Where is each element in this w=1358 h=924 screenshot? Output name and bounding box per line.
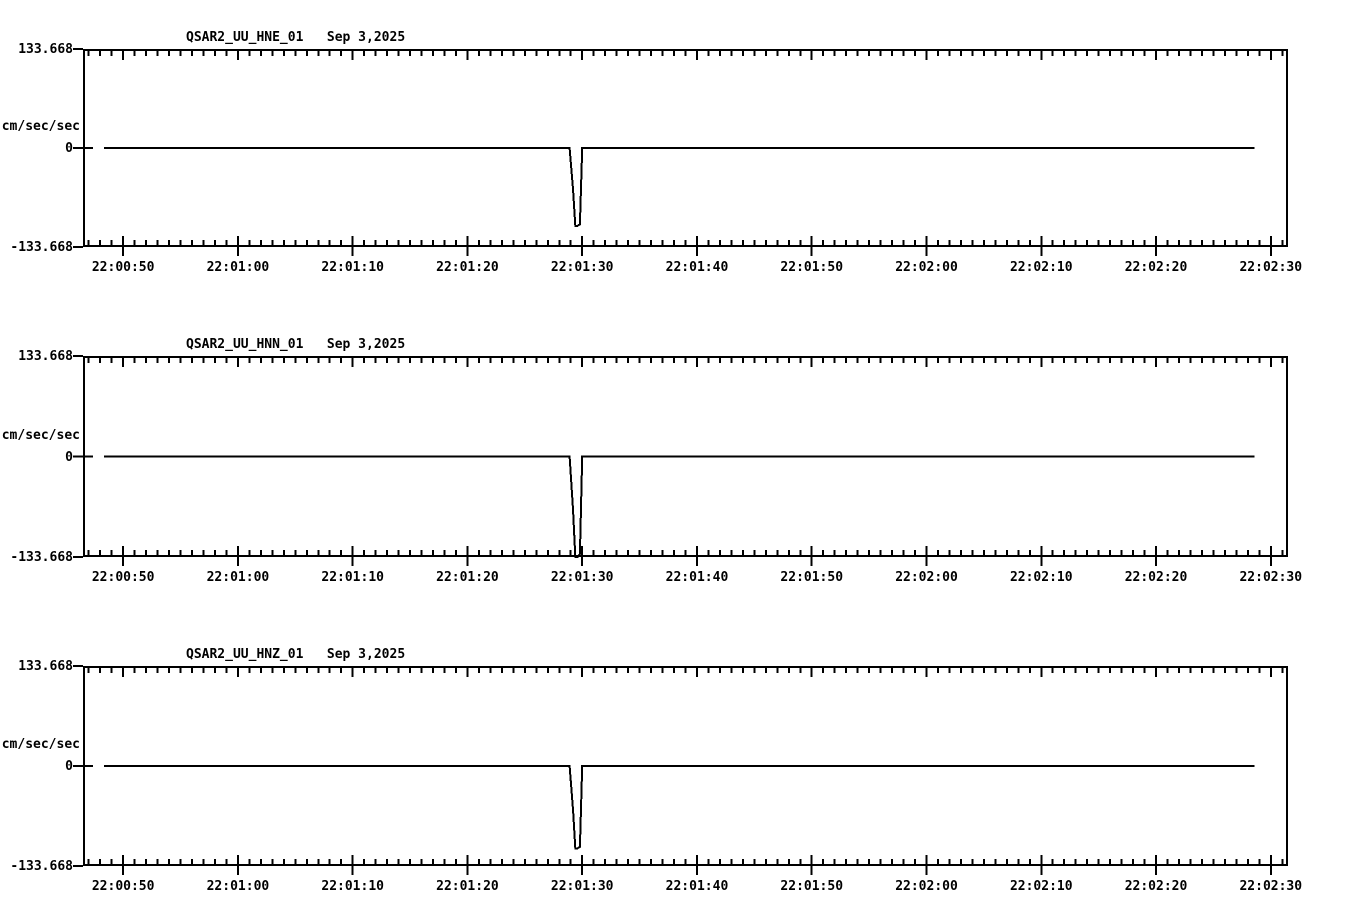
y-axis-max-label: 133.668: [18, 42, 73, 57]
x-axis-tick-label: 22:02:20: [1124, 260, 1188, 275]
panel-title: QSAR2_UU_HNE_01 Sep 3,2025: [186, 30, 406, 45]
x-axis-tick-label: 22:02:20: [1124, 879, 1188, 894]
x-axis-tick-label: 22:01:30: [550, 260, 614, 275]
x-axis-tick-label: 22:01:30: [550, 570, 614, 585]
waveform-trace: [104, 455, 1255, 558]
x-axis-tick-label: 22:00:50: [91, 570, 155, 585]
x-axis-tick-label: 22:01:50: [780, 260, 844, 275]
x-axis-tick-label: 22:01:10: [321, 570, 384, 585]
y-axis-min-label: -133.668: [10, 240, 73, 255]
y-axis-units-label: cm/sec/sec: [1, 427, 80, 443]
x-axis-tick-label: 22:01:10: [321, 260, 384, 275]
x-axis-tick-label: 22:02:30: [1239, 879, 1303, 894]
x-axis-tick-label: 22:01:00: [206, 260, 270, 275]
x-axis-tick-label: 22:01:00: [206, 570, 270, 585]
x-axis-tick-label: 22:02:30: [1239, 260, 1303, 275]
waveform-trace: [104, 147, 1255, 227]
x-axis-tick-label: 22:01:50: [780, 570, 844, 585]
panel-title: QSAR2_UU_HNZ_01 Sep 3,2025: [186, 647, 406, 662]
x-axis-tick-label: 22:01:20: [436, 879, 499, 894]
x-axis-tick-label: 22:02:00: [895, 879, 958, 894]
y-axis-min-label: -133.668: [10, 550, 73, 565]
x-axis-tick-label: 22:01:30: [550, 879, 614, 894]
x-axis-tick-label: 22:01:40: [665, 260, 729, 275]
x-axis-tick-label: 22:01:20: [436, 570, 499, 585]
x-axis-tick-label: 22:01:00: [206, 879, 270, 894]
y-axis-zero-label: 0: [65, 141, 73, 156]
x-axis-tick-label: 22:02:10: [1009, 260, 1073, 275]
x-axis-tick-label: 22:02:20: [1124, 570, 1188, 585]
x-axis-tick-label: 22:02:30: [1239, 570, 1303, 585]
x-axis-tick-label: 22:00:50: [91, 260, 155, 275]
x-axis-tick-label: 22:02:10: [1009, 570, 1073, 585]
x-axis-tick-label: 22:02:00: [895, 260, 958, 275]
y-axis-max-label: 133.668: [18, 659, 73, 674]
panel-title: QSAR2_UU_HNN_01 Sep 3,2025: [186, 337, 406, 352]
x-axis-tick-label: 22:02:10: [1009, 879, 1073, 894]
x-axis-tick-label: 22:00:50: [91, 879, 155, 894]
x-axis-tick-label: 22:01:40: [665, 879, 729, 894]
x-axis-tick-label: 22:02:00: [895, 570, 958, 585]
x-axis-tick-label: 22:01:40: [665, 570, 729, 585]
x-axis-tick-label: 22:01:50: [780, 879, 844, 894]
x-axis-tick-label: 22:01:10: [321, 879, 384, 894]
y-axis-units-label: cm/sec/sec: [1, 119, 80, 134]
y-axis-units-label: cm/sec/sec: [1, 737, 80, 752]
waveform-trace: [104, 765, 1255, 850]
x-axis-tick-label: 22:01:20: [436, 260, 499, 275]
y-axis-zero-label: 0: [65, 759, 73, 774]
y-axis-zero-label: 0: [65, 449, 73, 465]
y-axis-max-label: 133.668: [18, 349, 73, 364]
y-axis-min-label: -133.668: [10, 859, 73, 874]
